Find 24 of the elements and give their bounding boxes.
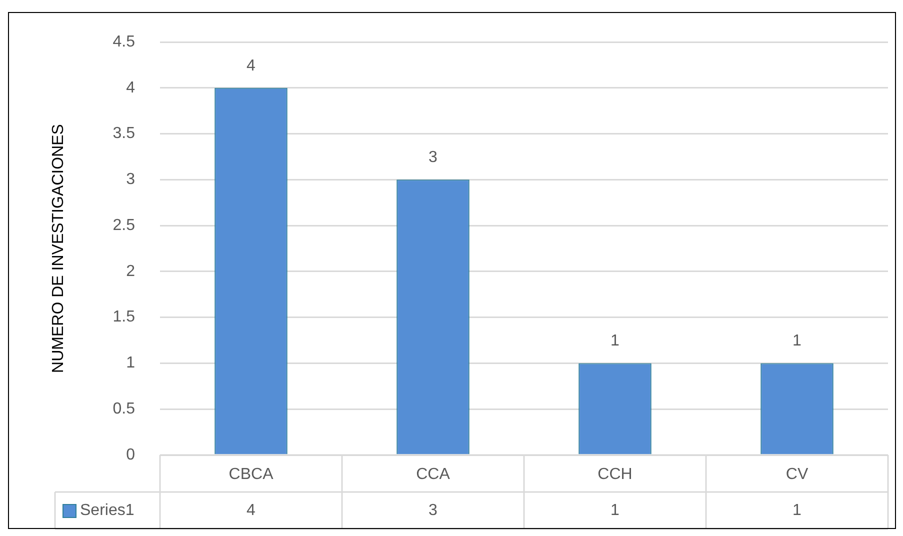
annotation: 1	[792, 332, 802, 350]
legend-label: Series1	[80, 502, 134, 519]
x-tick-label: CCH	[598, 466, 632, 484]
y-tick-label: 3.5	[112, 125, 136, 142]
annotation: 3	[428, 149, 438, 166]
y-tick-label: 4.5	[112, 33, 136, 50]
y-tick-label: 3	[126, 171, 136, 188]
x-tick-label: CBCA	[228, 466, 274, 484]
data-label: 4	[246, 502, 256, 519]
y-tick-label: 0	[126, 446, 136, 464]
y-tick-label: 2.5	[112, 216, 136, 234]
data-label: 3	[428, 502, 438, 519]
annotation: 4	[246, 57, 256, 74]
y-tick-label: 2	[126, 262, 136, 280]
y-tick-label: 1.5	[112, 308, 136, 326]
x-tick-label: CCA	[416, 466, 450, 484]
data-label: 1	[792, 502, 802, 519]
y-tick-label: 4	[126, 79, 136, 96]
x-tick-label: CV	[786, 466, 808, 484]
y-axis-title: NUMERO DE INVESTIGACIONES	[50, 124, 68, 373]
y-tick-label: 1	[126, 354, 136, 372]
annotation: 1	[610, 332, 620, 350]
y-tick-label: 0.5	[112, 400, 136, 418]
data-label: 1	[610, 502, 620, 519]
